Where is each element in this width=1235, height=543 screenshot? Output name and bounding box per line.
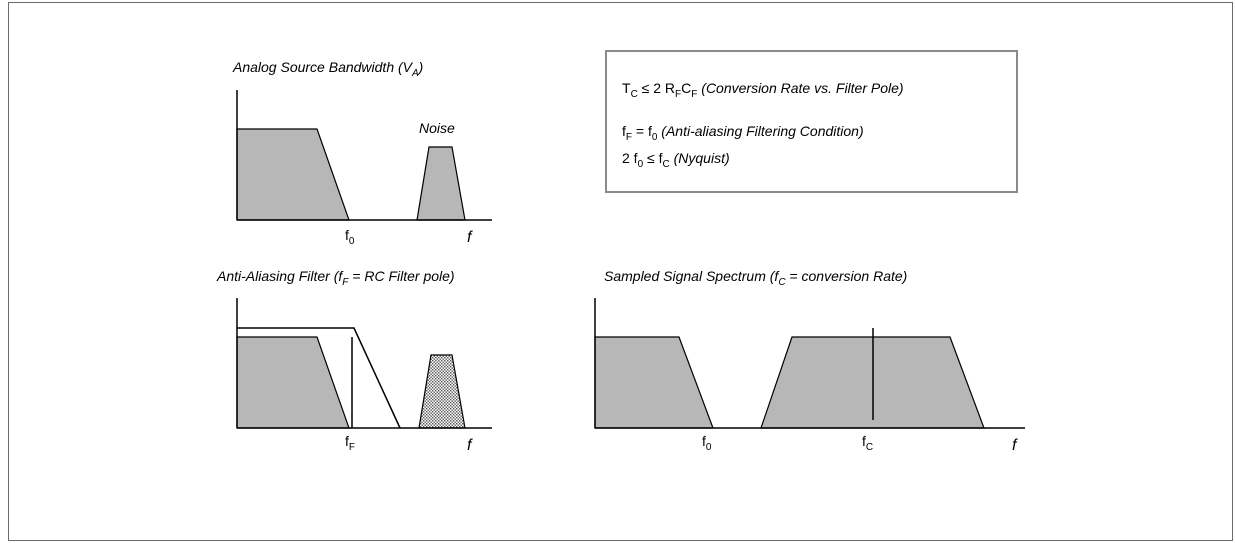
nyquist-condition: 2 f0 ≤ fC (Nyquist)	[622, 150, 730, 170]
sampled-f0-tick-label: f0	[702, 433, 712, 453]
conversion-rate-condition: TC ≤ 2 RFCF (Conversion Rate vs. Filter …	[622, 80, 904, 100]
filtered-signal-spectrum	[236, 336, 350, 429]
anti-aliasing-condition: fF = f0 (Anti-aliasing Filtering Conditi…	[622, 123, 864, 143]
conditions-box-border	[605, 50, 1018, 193]
fC-tick-label: fC	[862, 433, 873, 453]
filter-panel-title: Anti-Aliasing Filter (fF = RC Filter pol…	[216, 268, 455, 288]
baseband-spectrum	[594, 336, 714, 429]
source-frequency-axis-label: f	[467, 229, 473, 246]
f0-tick-label: f0	[345, 227, 355, 247]
noise-spectrum	[416, 146, 466, 221]
source-bandwidth-panel: Analog Source Bandwidth (VA) Noise f0 f	[232, 59, 492, 247]
sampled-spectrum-panel: Sampled Signal Spectrum (fC = conversion…	[594, 268, 1025, 454]
source-panel-title: Analog Source Bandwidth (VA)	[232, 59, 423, 79]
sampled-frequency-axis-label: f	[1012, 437, 1018, 454]
noise-label: Noise	[419, 120, 455, 136]
attenuated-noise-spectrum	[418, 354, 466, 429]
fF-tick-label: fF	[345, 433, 355, 453]
filter-response-curve	[237, 327, 401, 429]
anti-aliasing-filter-panel: Anti-Aliasing Filter (fF = RC Filter pol…	[216, 268, 492, 454]
conditions-box: TC ≤ 2 RFCF (Conversion Rate vs. Filter …	[605, 50, 1018, 193]
source-signal-spectrum	[236, 128, 350, 221]
filter-frequency-axis-label: f	[467, 437, 473, 454]
sampled-panel-title: Sampled Signal Spectrum (fC = conversion…	[604, 268, 907, 288]
